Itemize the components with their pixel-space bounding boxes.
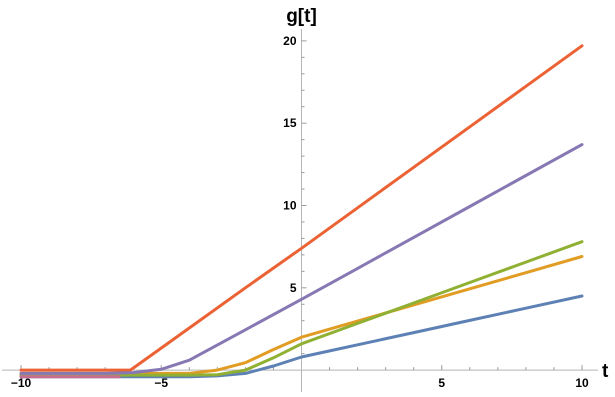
- x-tick-label: −5: [154, 376, 168, 390]
- x-tick-label: 10: [575, 376, 589, 390]
- x-axis-title: t: [602, 361, 609, 382]
- axes: −10 −5 5 10 5 10 15 20: [2, 29, 598, 392]
- axis-ticks: −10 −5 5 10 5 10 15 20: [11, 34, 589, 390]
- series-line-3: [19, 240, 584, 377]
- series-layer: [19, 44, 584, 379]
- series-line-5: [19, 143, 584, 375]
- series-line-2: [19, 255, 584, 375]
- y-axis-title: g[t]: [286, 6, 317, 27]
- y-tick-label: 10: [283, 199, 297, 213]
- x-tick-label: 5: [438, 376, 445, 390]
- series-line-4: [19, 44, 584, 372]
- y-tick-label: 5: [290, 281, 297, 295]
- y-tick-label: 20: [283, 34, 297, 48]
- x-tick-label: −10: [11, 376, 32, 390]
- y-tick-label: 15: [283, 116, 297, 130]
